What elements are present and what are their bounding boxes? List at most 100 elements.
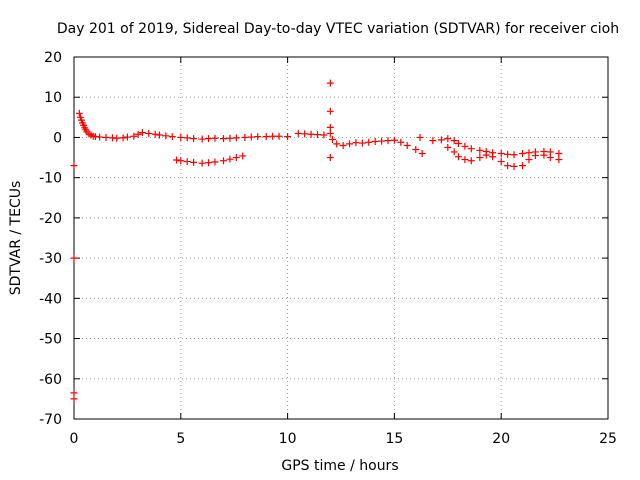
data-point (70, 395, 78, 403)
data-point (365, 138, 373, 146)
data-point (454, 139, 462, 147)
grid-lines (74, 57, 608, 419)
data-point (546, 154, 554, 162)
data-point (232, 154, 240, 162)
data-point (326, 123, 334, 131)
data-point (497, 158, 505, 166)
data-point (162, 132, 170, 140)
data-point (461, 156, 469, 164)
data-point (403, 141, 411, 149)
data-point (211, 158, 219, 166)
data-point (130, 132, 138, 140)
data-point (145, 129, 153, 137)
data-point (390, 136, 398, 144)
y-tick-label: 10 (44, 90, 62, 106)
data-point (102, 133, 110, 141)
data-point (70, 389, 78, 397)
data-point (138, 129, 146, 137)
data-point (328, 135, 336, 143)
x-tick-label: 5 (176, 431, 185, 447)
data-point (540, 151, 548, 159)
x-tick-label: 10 (279, 431, 297, 447)
data-point (198, 135, 206, 143)
data-point (555, 156, 563, 164)
data-point (247, 133, 255, 141)
data-point (307, 130, 315, 138)
data-point (461, 142, 469, 150)
data-point (384, 137, 392, 145)
data-point (232, 134, 240, 142)
plot-frame (73, 56, 609, 420)
data-point (205, 135, 213, 143)
x-tick-label: 20 (492, 431, 510, 447)
data-point (190, 158, 198, 166)
series-late-lower (444, 144, 563, 170)
data-point (205, 159, 213, 167)
data-point (123, 133, 131, 141)
data-point (220, 157, 228, 165)
x-axis-label: GPS time / hours (281, 458, 398, 474)
data-point (254, 133, 262, 141)
data-point (444, 135, 452, 143)
data-point (476, 146, 484, 154)
data-point (339, 141, 347, 149)
data-points (70, 79, 563, 403)
data-point (416, 133, 424, 141)
x-tick-label: 25 (599, 431, 617, 447)
data-point (155, 131, 163, 139)
data-point (326, 107, 334, 115)
y-tick-label: -20 (39, 211, 62, 227)
data-point (239, 152, 247, 160)
data-point (70, 162, 78, 170)
data-point (482, 151, 490, 159)
data-point (326, 129, 334, 137)
data-point (226, 155, 234, 163)
data-point (504, 150, 512, 158)
x-tick-label: 15 (385, 431, 403, 447)
data-point (352, 139, 360, 147)
data-point (378, 137, 386, 145)
data-point (301, 130, 309, 138)
data-point (314, 131, 322, 139)
series-main-band (75, 109, 292, 143)
series-midday (294, 129, 426, 158)
y-axis-label: SDTVAR / TECUs (8, 181, 24, 296)
data-point (75, 109, 83, 117)
data-point (476, 154, 484, 162)
data-point (190, 135, 198, 143)
data-point (183, 134, 191, 142)
data-point (177, 133, 185, 141)
data-point (555, 150, 563, 158)
data-point (454, 153, 462, 161)
data-point (397, 138, 405, 146)
data-point (346, 140, 354, 148)
data-point (134, 130, 142, 138)
data-point (525, 149, 533, 157)
data-point (412, 146, 420, 154)
y-tick-label: -70 (39, 412, 62, 428)
y-tick-label: 0 (53, 130, 62, 146)
data-point (177, 157, 185, 165)
data-point (418, 150, 426, 158)
y-tick-label: -50 (39, 332, 62, 348)
data-point (151, 130, 159, 138)
data-point (168, 133, 176, 141)
y-tick-label: -40 (39, 291, 62, 307)
data-point (437, 136, 445, 144)
y-tick-label: 20 (44, 50, 62, 66)
series-lower-band (173, 152, 247, 167)
data-point (333, 140, 341, 148)
data-point (113, 134, 121, 142)
series-left-outliers (70, 162, 78, 403)
data-point (497, 150, 505, 158)
data-point (198, 159, 206, 167)
data-point (262, 133, 270, 141)
data-point (241, 133, 249, 141)
data-point (226, 134, 234, 142)
data-point (510, 151, 518, 159)
data-point (371, 137, 379, 145)
data-point (467, 157, 475, 165)
data-point (510, 162, 518, 170)
data-point (504, 162, 512, 170)
y-tick-label: -30 (39, 251, 62, 267)
